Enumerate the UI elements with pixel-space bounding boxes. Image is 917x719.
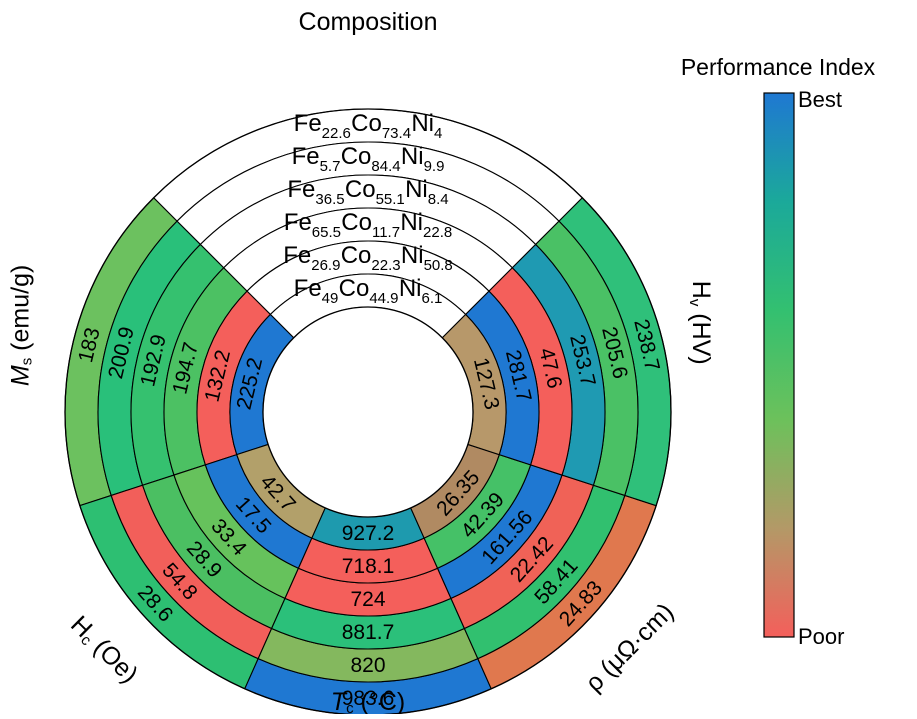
composition-labels: Fe22.6 Co73.4 Ni4 Fe5.7 Co84.4 Ni9.9 Fe3…: [283, 110, 453, 307]
axis-label-Tc: Tc (°C): [331, 688, 405, 714]
colorbar: Performance Index Best Poor: [681, 54, 876, 649]
property-band-Tc: 983.6 820 881.7 724 718.1 927.2: [244, 507, 492, 716]
colorbar-gradient: [763, 92, 795, 638]
composition-label-1: Fe22.6 Co73.4 Ni4: [294, 110, 443, 142]
axis-label-Hc: Hc (Oe): [65, 610, 143, 688]
ring-layer: 183 200.9192.9194.7132.2225.228.654.828.9…: [64, 108, 672, 716]
composition-label-6: Fe49 Co44.9 Ni6.1: [294, 275, 443, 307]
axis-label-Ms: Ms (emu/g): [7, 265, 36, 386]
composition-label-2: Fe5.7 Co84.4 Ni9.9: [292, 143, 445, 175]
value-Tc-3: 881.7: [342, 621, 395, 644]
value-Tc-4: 724: [350, 588, 385, 611]
composition-label-3: Fe36.5 Co55.1 Ni8.4: [287, 176, 448, 208]
colorbar-poor-label: Poor: [798, 624, 844, 649]
value-Tc-5: 718.1: [342, 555, 395, 578]
colorbar-title: Performance Index: [681, 54, 876, 80]
axis-label-Hv: Hv (HV): [687, 281, 716, 365]
value-Tc-6: 927.2: [342, 522, 395, 545]
value-Tc-2: 820: [350, 654, 385, 677]
value-Tc-1: 983.6: [342, 687, 395, 710]
inner-circle: [262, 306, 474, 518]
colorbar-best-label: Best: [798, 87, 842, 112]
composition-label-4: Fe65.5 Co11.7 Ni22.8: [284, 209, 452, 241]
chart-title: Composition: [299, 8, 438, 36]
composition-label-5: Fe26.9 Co22.3 Ni50.8: [283, 242, 453, 274]
